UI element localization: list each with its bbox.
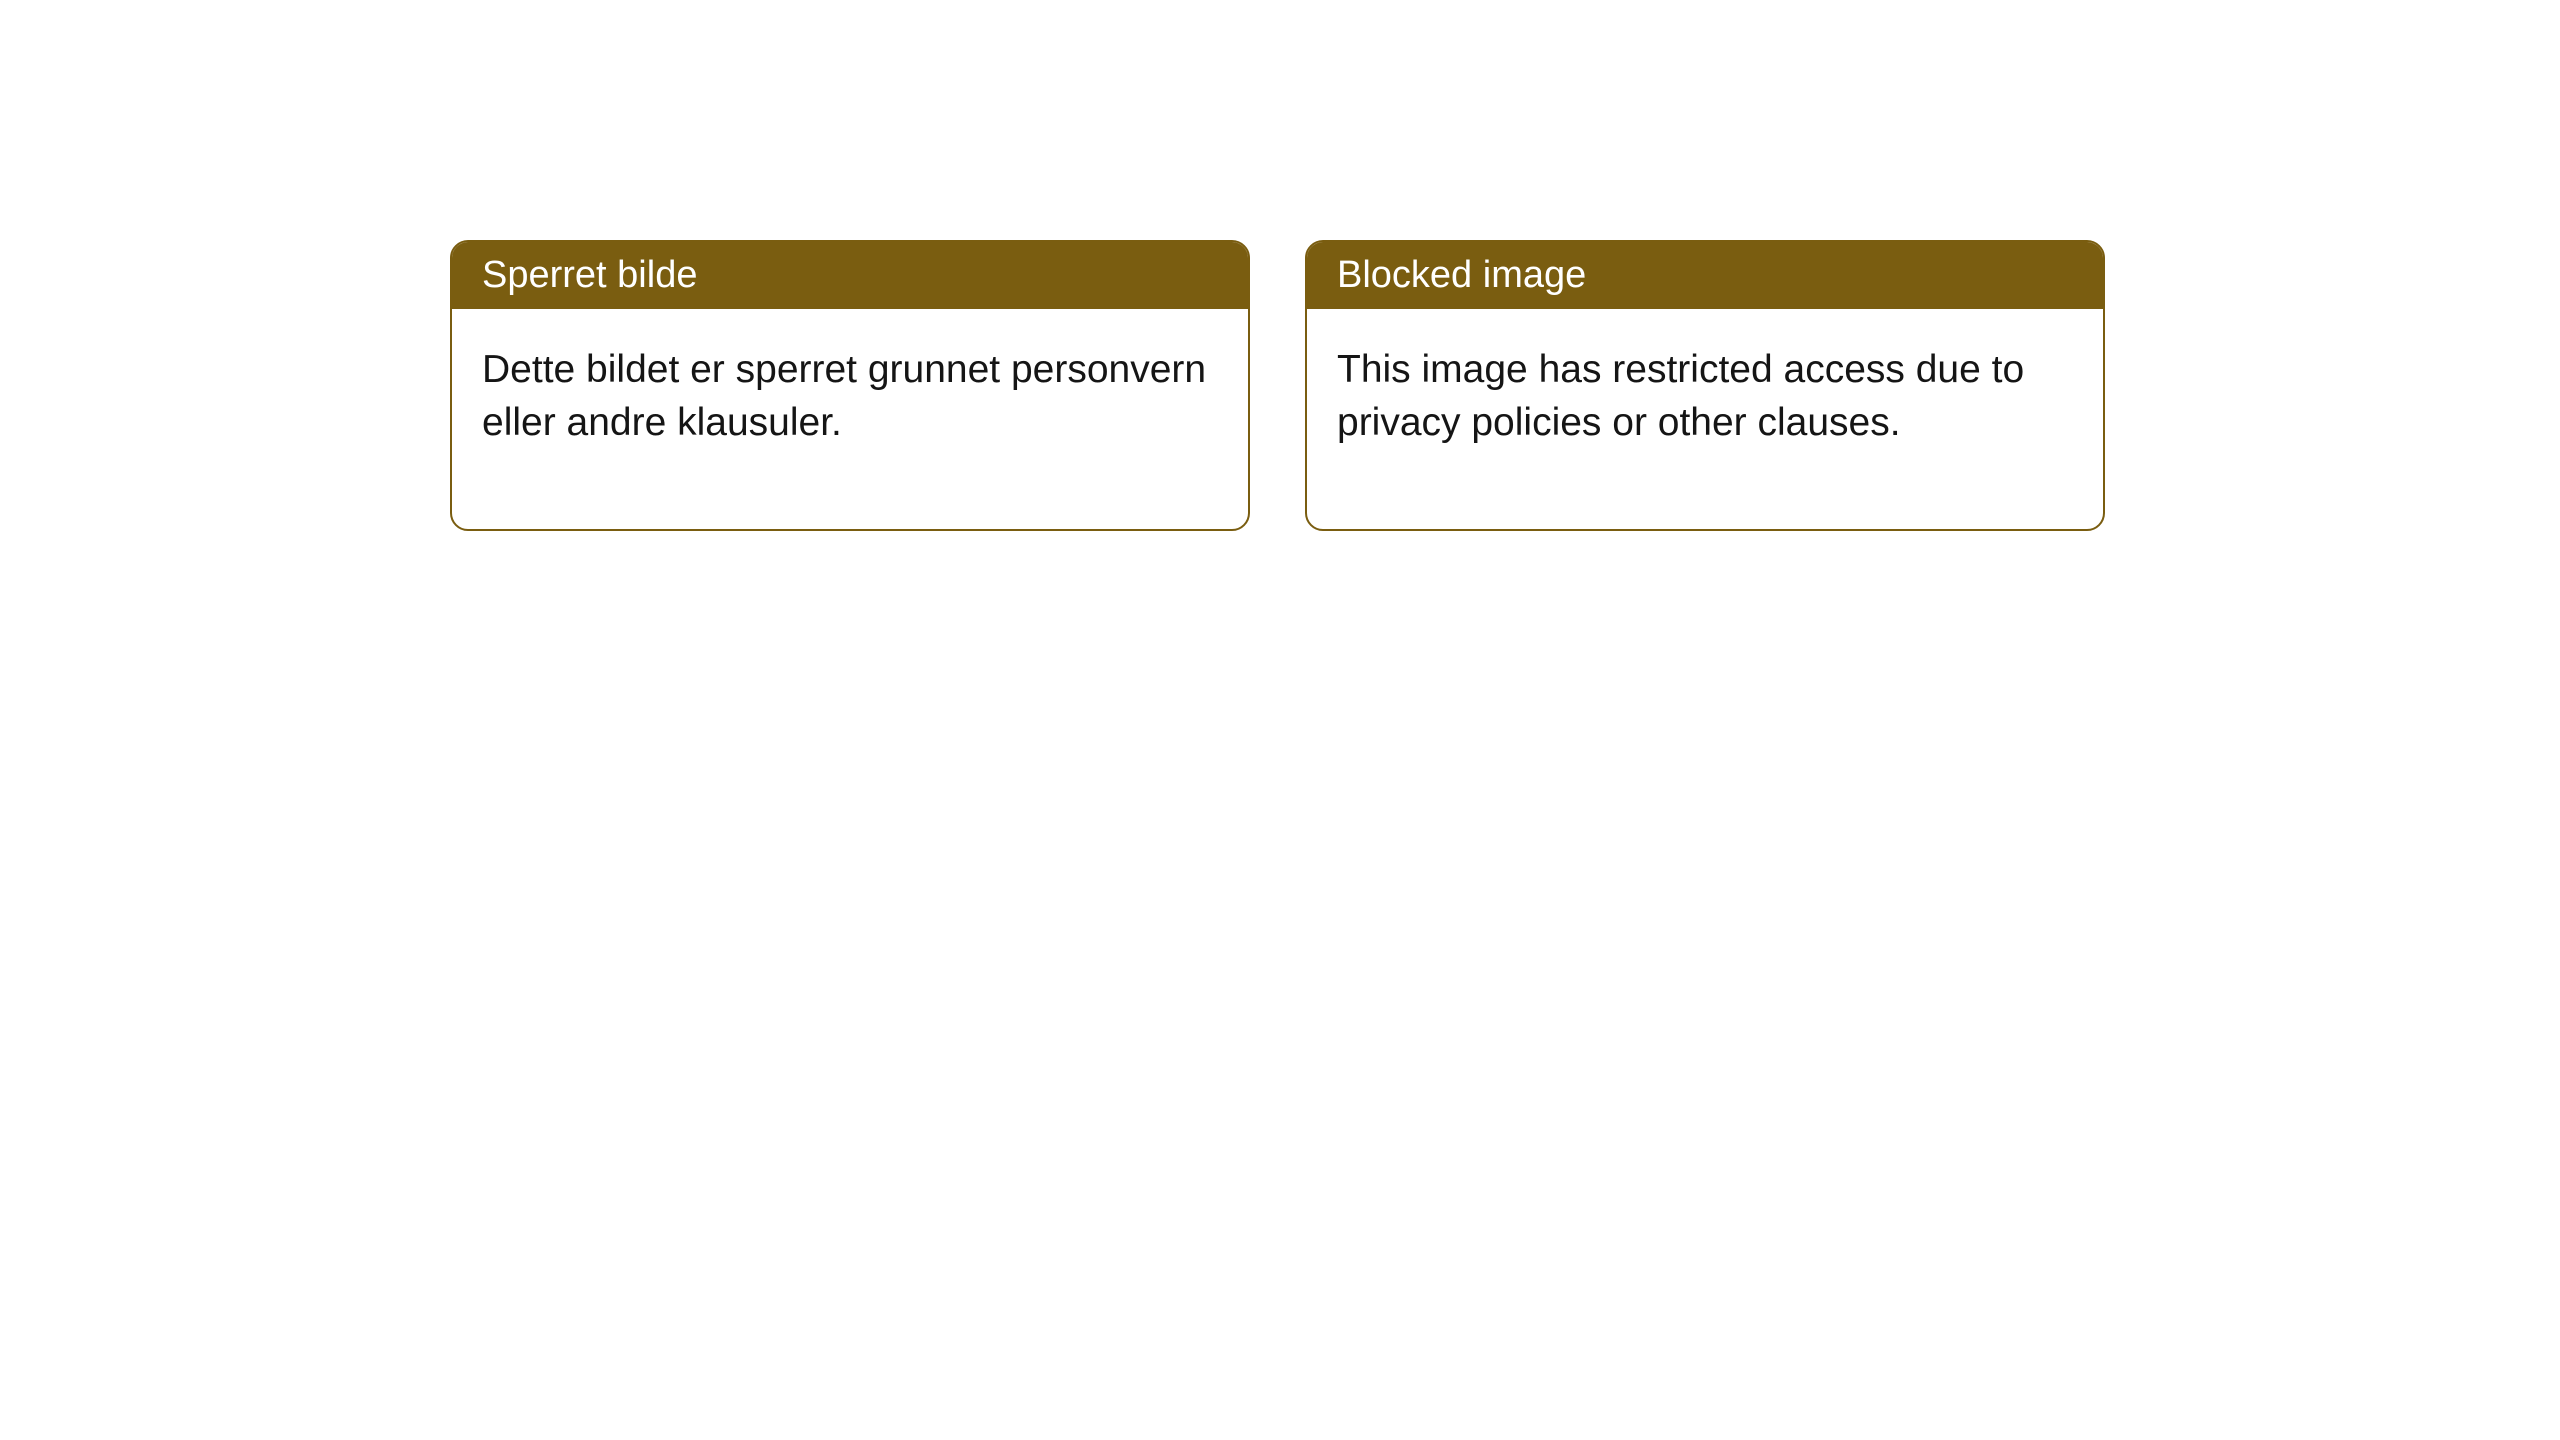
notice-title: Blocked image: [1307, 242, 2103, 309]
notice-body: This image has restricted access due to …: [1307, 309, 2103, 529]
notice-card-norwegian: Sperret bilde Dette bildet er sperret gr…: [450, 240, 1250, 531]
notice-title: Sperret bilde: [452, 242, 1248, 309]
notice-container: Sperret bilde Dette bildet er sperret gr…: [450, 240, 2105, 531]
notice-card-english: Blocked image This image has restricted …: [1305, 240, 2105, 531]
notice-body: Dette bildet er sperret grunnet personve…: [452, 309, 1248, 529]
